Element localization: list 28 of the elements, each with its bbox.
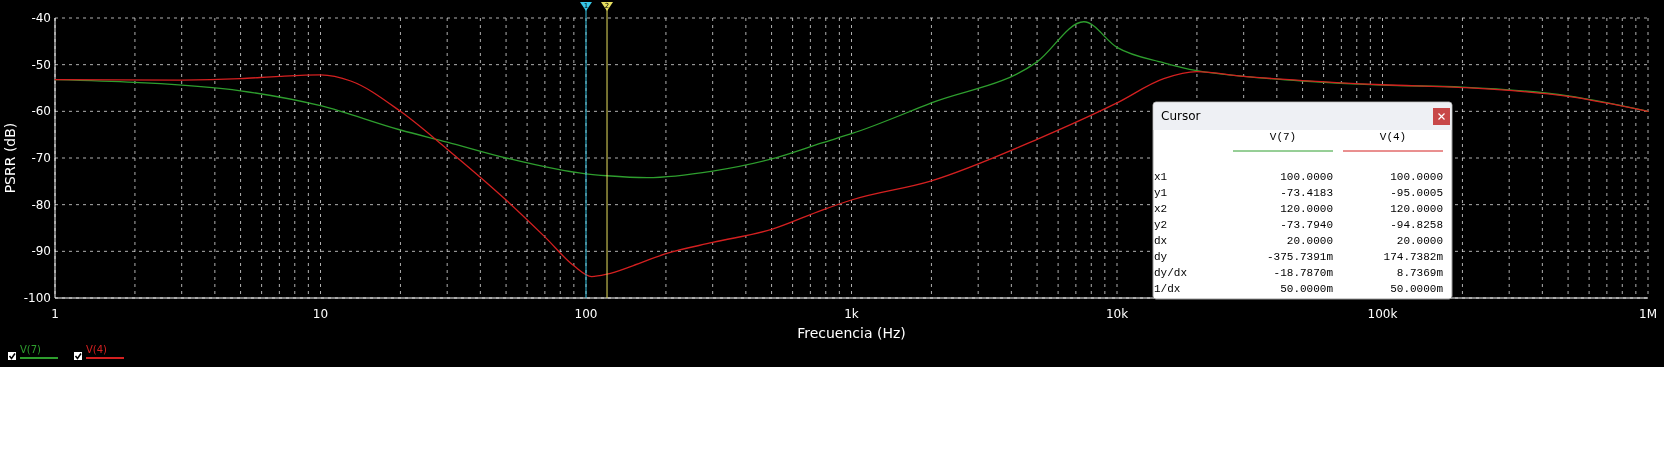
x-tick-label: 100k xyxy=(1367,307,1398,321)
x-tick-label: 10k xyxy=(1105,307,1129,321)
y-tick-label: -90 xyxy=(31,244,51,259)
x-tick-label: 10 xyxy=(312,307,329,321)
text: 1/dx 50.0000m 50.0000m xyxy=(1154,283,1443,295)
annotation: Cursor xyxy=(1161,109,1201,123)
y-tick-label: -70 xyxy=(31,151,51,165)
text: y1 -73.4183 -95.0005 xyxy=(1154,187,1443,199)
text: V(4) xyxy=(86,344,108,355)
y-tick-label: -100 xyxy=(23,291,51,305)
y-tick-label: -50 xyxy=(31,57,51,72)
x-tick-label: 1k xyxy=(844,307,859,321)
x-tick-label: 1 xyxy=(51,307,59,321)
text: dx 20.0000 20.0000 xyxy=(1154,235,1443,247)
y-axis-title: PSRR (dB) xyxy=(2,122,18,194)
text: x2 120.0000 120.0000 xyxy=(1154,203,1443,215)
text: dy -375.7391m 174.7382m xyxy=(1154,251,1443,263)
text: V(7) xyxy=(20,344,42,355)
text: dy/dx -18.7870m 8.7369m xyxy=(1154,267,1443,279)
x-axis-title: Frecuencia (Hz) xyxy=(797,325,906,341)
text: y2 -73.7940 -94.8258 xyxy=(1154,219,1443,231)
y-tick-label: -60 xyxy=(31,104,51,119)
text: V(7) V(4) xyxy=(1269,131,1407,143)
x-tick-label: 1M xyxy=(1639,307,1657,321)
text: x1 100.0000 100.0000 xyxy=(1154,171,1443,183)
y-tick-label: -40 xyxy=(31,11,51,25)
y-tick-label: -80 xyxy=(31,197,51,212)
x-tick-label: 100 xyxy=(574,307,598,321)
